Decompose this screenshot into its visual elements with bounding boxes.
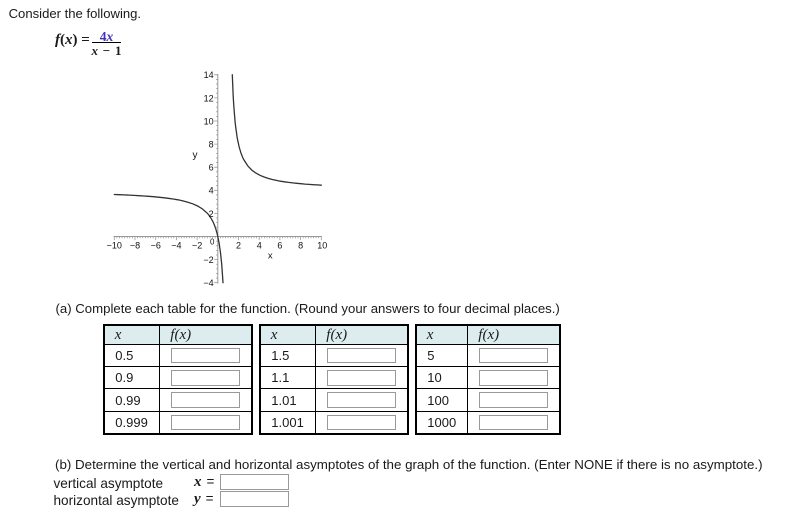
svg-text:12: 12	[204, 93, 214, 103]
svg-text:10: 10	[317, 240, 327, 250]
svg-text:2: 2	[209, 209, 214, 219]
svg-text:8: 8	[298, 240, 303, 250]
svg-text:10: 10	[204, 116, 214, 126]
svg-text:−4: −4	[203, 278, 213, 288]
svg-text:−8: −8	[130, 240, 140, 250]
svg-text:4: 4	[209, 186, 214, 196]
svg-text:0: 0	[210, 237, 215, 246]
svg-text:−4: −4	[171, 240, 181, 250]
svg-text:−6: −6	[151, 240, 161, 250]
svg-text:−10: −10	[107, 240, 122, 250]
svg-text:−2: −2	[192, 240, 202, 250]
svg-text:y: y	[193, 150, 198, 161]
svg-text:6: 6	[209, 163, 214, 173]
svg-text:−2: −2	[203, 255, 213, 265]
svg-text:14: 14	[204, 70, 214, 80]
svg-text:2: 2	[236, 240, 241, 250]
svg-text:8: 8	[209, 140, 214, 150]
svg-text:6: 6	[277, 240, 282, 250]
svg-text:x: x	[268, 250, 273, 261]
svg-text:4: 4	[257, 240, 262, 250]
